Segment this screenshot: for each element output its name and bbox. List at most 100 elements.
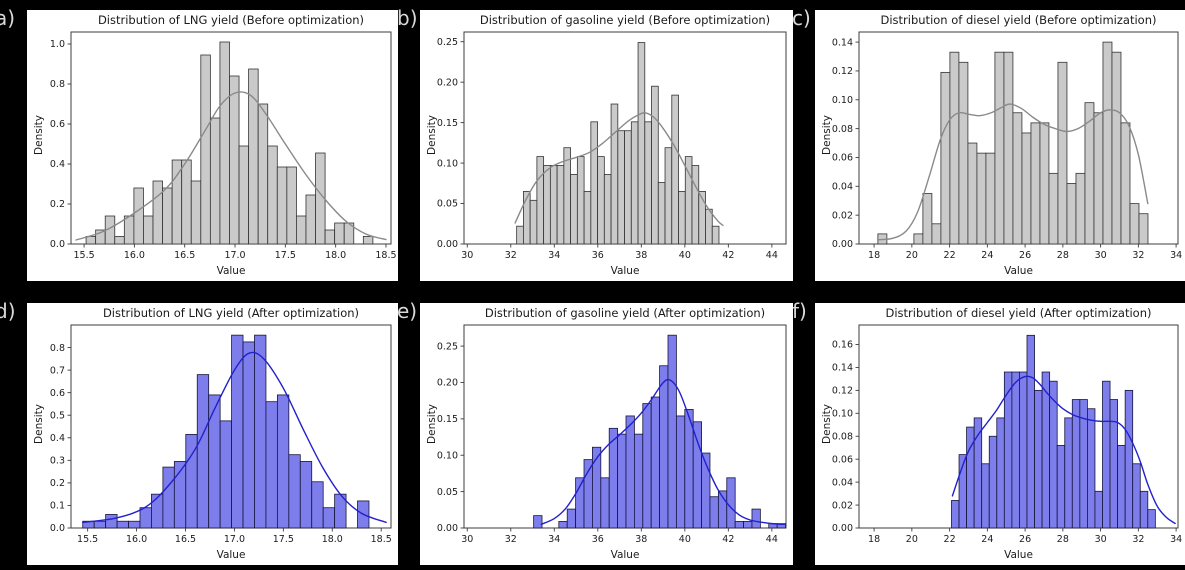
x-axis-label: Value <box>610 549 640 561</box>
panel-label-f: f) <box>792 299 807 323</box>
svg-text:16.5: 16.5 <box>175 534 196 545</box>
svg-text:30: 30 <box>461 534 473 545</box>
svg-text:34: 34 <box>548 250 560 261</box>
svg-text:24: 24 <box>981 534 993 545</box>
svg-text:40: 40 <box>679 250 691 261</box>
svg-text:0.20: 0.20 <box>437 77 458 88</box>
x-axis-label: Value <box>1004 265 1033 277</box>
svg-text:0.8: 0.8 <box>50 79 65 90</box>
svg-text:32: 32 <box>1132 250 1144 261</box>
subplot-diesel-before: Distribution of diesel yield (Before opt… <box>815 10 1185 281</box>
svg-text:16.5: 16.5 <box>174 250 195 261</box>
svg-text:22: 22 <box>944 250 956 261</box>
chart-title: Distribution of diesel yield (Before opt… <box>880 13 1157 27</box>
svg-text:34: 34 <box>1170 250 1182 261</box>
histogram-plot: 18 20 22 24 26 28 30 32 34 0.00 0.02 0.04 0.06 0.08 0.… <box>832 31 1182 261</box>
svg-text:0.2: 0.2 <box>50 478 65 489</box>
svg-text:22: 22 <box>944 534 956 545</box>
svg-text:15.5: 15.5 <box>77 534 98 545</box>
svg-text:24: 24 <box>981 250 993 261</box>
svg-text:0.16: 0.16 <box>832 340 853 351</box>
svg-text:32: 32 <box>505 534 517 545</box>
svg-text:36: 36 <box>592 250 604 261</box>
panel-label-d: d) <box>0 299 16 323</box>
panel-label-b: b) <box>397 6 418 30</box>
chart-title: Distribution of gasoline yield (Before o… <box>479 13 771 27</box>
svg-text:0.00: 0.00 <box>437 239 458 250</box>
svg-text:30: 30 <box>461 250 473 261</box>
svg-text:0.20: 0.20 <box>437 378 458 389</box>
histogram-plot: 30 32 34 36 38 40 42 44 0.00 0.05 0.10 0.15 0.20 0.25 <box>437 31 787 261</box>
histogram-plot: 15.5 16.0 16.5 17.0 17.5 18.0 18.5 0.0 0.1 0.2 0.3… <box>50 324 392 545</box>
svg-text:18.5: 18.5 <box>371 534 392 545</box>
svg-text:30: 30 <box>1095 534 1107 545</box>
svg-text:42: 42 <box>722 250 734 261</box>
svg-text:0.06: 0.06 <box>832 153 853 164</box>
svg-text:28: 28 <box>1057 250 1069 261</box>
svg-text:0.0: 0.0 <box>50 239 65 250</box>
panel-label-c: c) <box>792 6 811 30</box>
svg-text:0.25: 0.25 <box>437 37 458 48</box>
x-axis-label: Value <box>216 265 246 277</box>
svg-text:44: 44 <box>766 534 778 545</box>
svg-text:38: 38 <box>635 534 647 545</box>
svg-text:26: 26 <box>1019 534 1031 545</box>
x-axis-label: Value <box>610 265 640 277</box>
svg-text:0.14: 0.14 <box>832 37 853 48</box>
svg-text:42: 42 <box>722 534 734 545</box>
svg-text:0.12: 0.12 <box>832 386 853 397</box>
subplot-lng-before: Distribution of LNG yield (Before optimi… <box>27 10 398 281</box>
svg-text:0.5: 0.5 <box>50 410 65 421</box>
svg-text:26: 26 <box>1019 250 1031 261</box>
panel-label-a: a) <box>0 6 16 30</box>
svg-text:0.10: 0.10 <box>832 95 853 106</box>
svg-text:1.0: 1.0 <box>50 39 65 50</box>
svg-text:0.02: 0.02 <box>832 500 853 511</box>
svg-text:0.7: 0.7 <box>50 365 65 376</box>
histogram-plot: 30 32 34 36 38 40 42 44 0.00 0.05 0.10 0.15 0.20 0.25 <box>437 324 787 545</box>
chart-title: Distribution of gasoline yield (After op… <box>484 306 766 320</box>
svg-text:0.04: 0.04 <box>832 182 853 193</box>
svg-text:0.2: 0.2 <box>50 199 65 210</box>
histogram-plot: 18 20 22 24 26 28 30 32 34 0.00 0.02 0.04 0.06 0.08 0.… <box>832 324 1182 545</box>
subplot-lng-after: Distribution of LNG yield (After optimiz… <box>27 303 398 565</box>
svg-text:18.0: 18.0 <box>325 250 346 261</box>
chart-title: Distribution of diesel yield (After opti… <box>885 306 1152 320</box>
panel-label-e: e) <box>397 299 418 323</box>
svg-text:38: 38 <box>635 250 647 261</box>
svg-text:15.5: 15.5 <box>74 250 95 261</box>
svg-text:18: 18 <box>868 250 880 261</box>
svg-text:28: 28 <box>1057 534 1069 545</box>
svg-text:18.5: 18.5 <box>375 250 396 261</box>
svg-text:0.02: 0.02 <box>832 210 853 221</box>
svg-text:0.0: 0.0 <box>50 523 65 534</box>
svg-text:40: 40 <box>679 534 691 545</box>
svg-text:17.0: 17.0 <box>224 534 245 545</box>
histogram-plot: 15.5 16.0 16.5 17.0 17.5 18.0 18.5 0.0 0.2 0.4 0.6… <box>50 31 397 261</box>
svg-text:16.0: 16.0 <box>126 534 147 545</box>
svg-text:18.0: 18.0 <box>322 534 343 545</box>
svg-text:0.08: 0.08 <box>832 431 853 442</box>
svg-text:0.25: 0.25 <box>437 341 458 352</box>
svg-text:0.10: 0.10 <box>832 409 853 420</box>
svg-text:17.5: 17.5 <box>273 534 294 545</box>
svg-text:0.05: 0.05 <box>437 199 458 210</box>
svg-text:32: 32 <box>1132 534 1144 545</box>
svg-text:0.3: 0.3 <box>50 456 65 467</box>
svg-text:0.1: 0.1 <box>50 501 65 512</box>
svg-text:18: 18 <box>868 534 880 545</box>
svg-text:0.04: 0.04 <box>832 477 853 488</box>
svg-text:0.06: 0.06 <box>832 454 853 465</box>
svg-text:0.05: 0.05 <box>437 487 458 498</box>
svg-text:32: 32 <box>505 250 517 261</box>
x-axis-label: Value <box>1004 549 1033 561</box>
svg-text:17.5: 17.5 <box>275 250 296 261</box>
subplot-gasoline-after: Distribution of gasoline yield (After op… <box>420 303 793 565</box>
svg-text:0.08: 0.08 <box>832 124 853 135</box>
svg-text:0.15: 0.15 <box>437 414 458 425</box>
svg-text:17.0: 17.0 <box>224 250 245 261</box>
svg-text:0.4: 0.4 <box>50 433 65 444</box>
svg-text:16.0: 16.0 <box>124 250 145 261</box>
svg-text:0.15: 0.15 <box>437 118 458 129</box>
svg-text:20: 20 <box>906 250 918 261</box>
